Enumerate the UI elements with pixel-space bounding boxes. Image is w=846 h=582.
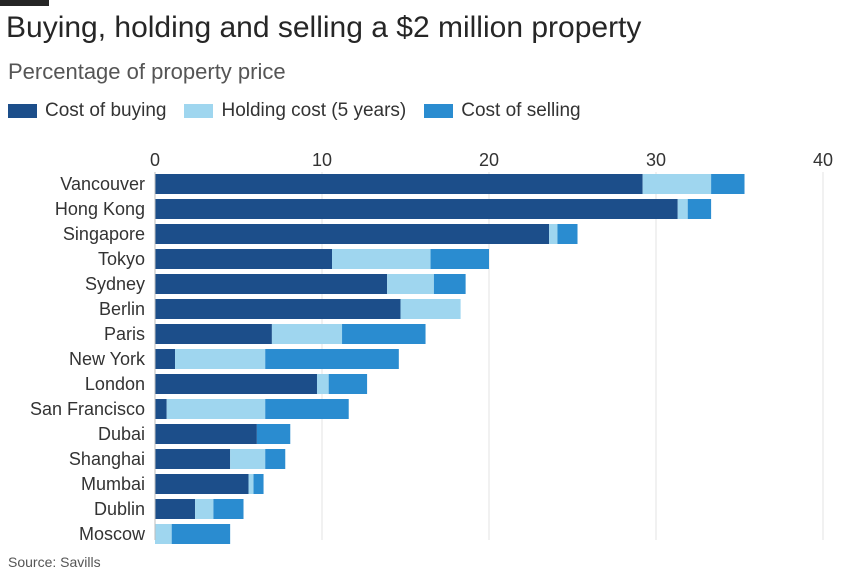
category-label-berlin: Berlin xyxy=(99,299,145,319)
category-label-dublin: Dublin xyxy=(94,499,145,519)
bar-dubai-cost-of-selling xyxy=(256,424,291,444)
legend-label-cost-of-selling: Cost of selling xyxy=(461,100,581,121)
bar-shanghai-cost-of-buying xyxy=(155,449,231,469)
legend-swatch-holding-cost xyxy=(184,104,214,118)
bar-singapore-cost-of-selling xyxy=(557,224,578,244)
bar-paris-cost-of-buying xyxy=(155,324,272,344)
bar-dublin-cost-of-selling xyxy=(213,499,244,519)
legend-swatch-cost-of-buying xyxy=(8,104,37,118)
bar-moscow-holding-cost-5-years xyxy=(155,524,172,544)
bar-vancouver-cost-of-buying xyxy=(155,174,643,194)
chart-subtitle: Percentage of property price xyxy=(8,59,286,84)
category-label-paris: Paris xyxy=(104,324,145,344)
category-label-vancouver: Vancouver xyxy=(60,174,145,194)
bar-london-cost-of-buying xyxy=(155,374,317,394)
bar-tokyo-cost-of-selling xyxy=(430,249,489,269)
bar-berlin-holding-cost-5-years xyxy=(400,299,461,319)
legend-label-holding-cost: Holding cost (5 years) xyxy=(221,100,407,121)
x-tick-label-20: 20 xyxy=(479,150,499,170)
bar-san-francisco-cost-of-buying xyxy=(155,399,167,419)
source-note: Source: Savills xyxy=(8,554,101,570)
bar-london-holding-cost-5-years xyxy=(316,374,329,394)
bar-sydney-cost-of-selling xyxy=(433,274,466,294)
category-label-tokyo: Tokyo xyxy=(98,249,145,269)
bar-moscow-cost-of-selling xyxy=(171,524,231,544)
bar-shanghai-holding-cost-5-years xyxy=(230,449,266,469)
bar-singapore-holding-cost-5-years xyxy=(549,224,558,244)
bar-new-york-holding-cost-5-years xyxy=(175,349,266,369)
bar-vancouver-holding-cost-5-years xyxy=(642,174,712,194)
bar-hong-kong-cost-of-selling xyxy=(687,199,712,219)
x-tick-label-30: 30 xyxy=(646,150,666,170)
bar-new-york-cost-of-buying xyxy=(155,349,176,369)
stacked-bar-chart: 0 10 20 30 40 Vancouver Hong Kong Singapore Toky… xyxy=(30,150,833,544)
category-label-hong-kong: Hong Kong xyxy=(55,199,145,219)
x-tick-label-0: 0 xyxy=(150,150,160,170)
bar-hong-kong-holding-cost-5-years xyxy=(677,199,688,219)
bar-new-york-cost-of-selling xyxy=(265,349,399,369)
bar-dublin-cost-of-buying xyxy=(155,499,196,519)
chart-title: Buying, holding and selling a $2 million… xyxy=(6,11,642,44)
category-label-london: London xyxy=(85,374,145,394)
bar-vancouver-cost-of-selling xyxy=(711,174,745,194)
bar-paris-cost-of-selling xyxy=(342,324,426,344)
category-label-san-francisco: San Francisco xyxy=(30,399,145,419)
bar-mumbai-cost-of-selling xyxy=(253,474,264,494)
category-label-moscow: Moscow xyxy=(79,524,146,544)
bar-paris-holding-cost-5-years xyxy=(271,324,343,344)
bar-hong-kong-cost-of-buying xyxy=(155,199,678,219)
bar-mumbai-cost-of-buying xyxy=(155,474,249,494)
bar-berlin-cost-of-buying xyxy=(155,299,401,319)
category-label-mumbai: Mumbai xyxy=(81,474,145,494)
legend-label-cost-of-buying: Cost of buying xyxy=(45,100,167,121)
legend-item-cost-of-selling: Cost of selling xyxy=(424,100,581,122)
bar-dubai-cost-of-buying xyxy=(155,424,257,444)
legend-item-holding-cost: Holding cost (5 years) xyxy=(184,100,406,122)
legend-item-cost-of-buying: Cost of buying xyxy=(8,100,166,122)
x-tick-label-10: 10 xyxy=(312,150,332,170)
bar-san-francisco-holding-cost-5-years xyxy=(166,399,266,419)
x-tick-label-40: 40 xyxy=(813,150,833,170)
category-label-sydney: Sydney xyxy=(85,274,145,294)
bar-san-francisco-cost-of-selling xyxy=(265,399,349,419)
bar-tokyo-holding-cost-5-years xyxy=(332,249,431,269)
bar-sydney-cost-of-buying xyxy=(155,274,388,294)
bar-mumbai-holding-cost-5-years xyxy=(248,474,254,494)
bar-sydney-holding-cost-5-years xyxy=(387,274,434,294)
chart-legend: Cost of buying Holding cost (5 years) Co… xyxy=(8,98,599,124)
bar-singapore-cost-of-buying xyxy=(155,224,550,244)
legend-swatch-cost-of-selling xyxy=(424,104,454,118)
category-label-dubai: Dubai xyxy=(98,424,145,444)
category-label-new-york: New York xyxy=(69,349,146,369)
category-label-shanghai: Shanghai xyxy=(69,449,145,469)
bar-london-cost-of-selling xyxy=(328,374,368,394)
bar-tokyo-cost-of-buying xyxy=(155,249,333,269)
category-label-singapore: Singapore xyxy=(63,224,145,244)
header-accent-bar xyxy=(0,0,49,6)
bar-dublin-holding-cost-5-years xyxy=(195,499,214,519)
bar-shanghai-cost-of-selling xyxy=(265,449,286,469)
